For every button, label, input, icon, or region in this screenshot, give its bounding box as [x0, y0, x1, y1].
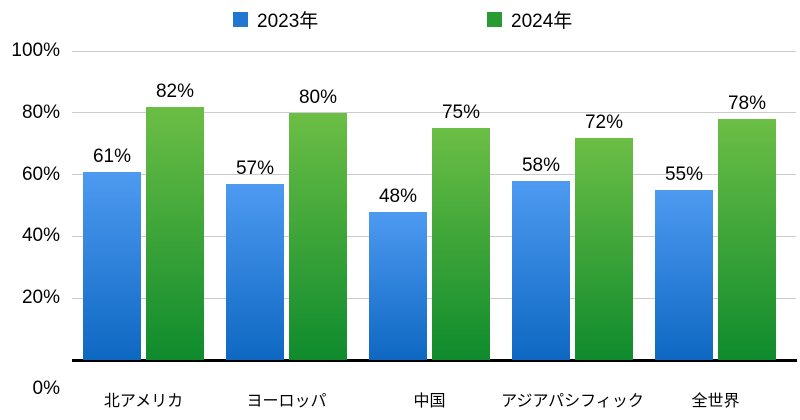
bar [226, 183, 284, 360]
y-axis-tick-label: 20% [21, 287, 60, 309]
legend-swatch-2024-icon [487, 12, 502, 27]
bar [432, 128, 490, 360]
bar [575, 137, 633, 360]
bar-value-label: 82% [155, 80, 195, 102]
bar [369, 211, 427, 360]
y-axis-tick-label: 100% [11, 40, 60, 61]
bar [655, 190, 713, 360]
x-axis-category-label: 北アメリカ [103, 393, 184, 410]
gridline [72, 112, 796, 114]
bar-value-label: 61% [92, 145, 132, 167]
bar-value-label: 75% [441, 102, 481, 124]
bar-value-label: 72% [584, 111, 624, 133]
x-axis-line [72, 359, 797, 362]
y-axis-tick-label: 40% [21, 225, 60, 247]
bar [83, 171, 141, 360]
bar-value-label: 80% [298, 86, 338, 108]
legend-item-2023: 2023年 [233, 8, 319, 32]
x-axis-category-label: ヨーロッパ [246, 393, 327, 410]
legend-label-2023: 2023年 [257, 11, 319, 32]
bar-value-label: 48% [378, 185, 418, 207]
bar [289, 112, 347, 360]
legend-label-2024: 2024年 [511, 11, 573, 32]
x-axis-category-label: アジアパシフィック [501, 393, 644, 410]
bar [512, 180, 570, 360]
legend-item-2024: 2024年 [487, 8, 573, 32]
x-axis-category-label: 全世界 [691, 393, 740, 410]
bar-value-label: 58% [521, 154, 561, 176]
legend-swatch-2023-icon [233, 12, 248, 27]
y-axis-tick-label: 60% [21, 163, 60, 185]
gridline [72, 50, 796, 52]
bar-value-label: 55% [664, 164, 704, 186]
bar-value-label: 57% [235, 157, 275, 179]
x-axis-category-label: 中国 [413, 393, 446, 410]
y-axis-tick-label: 80% [21, 101, 60, 123]
bar [146, 106, 204, 360]
bar-value-label: 78% [727, 92, 767, 114]
bar [718, 118, 776, 360]
y-axis-tick-label: 0% [32, 378, 60, 399]
